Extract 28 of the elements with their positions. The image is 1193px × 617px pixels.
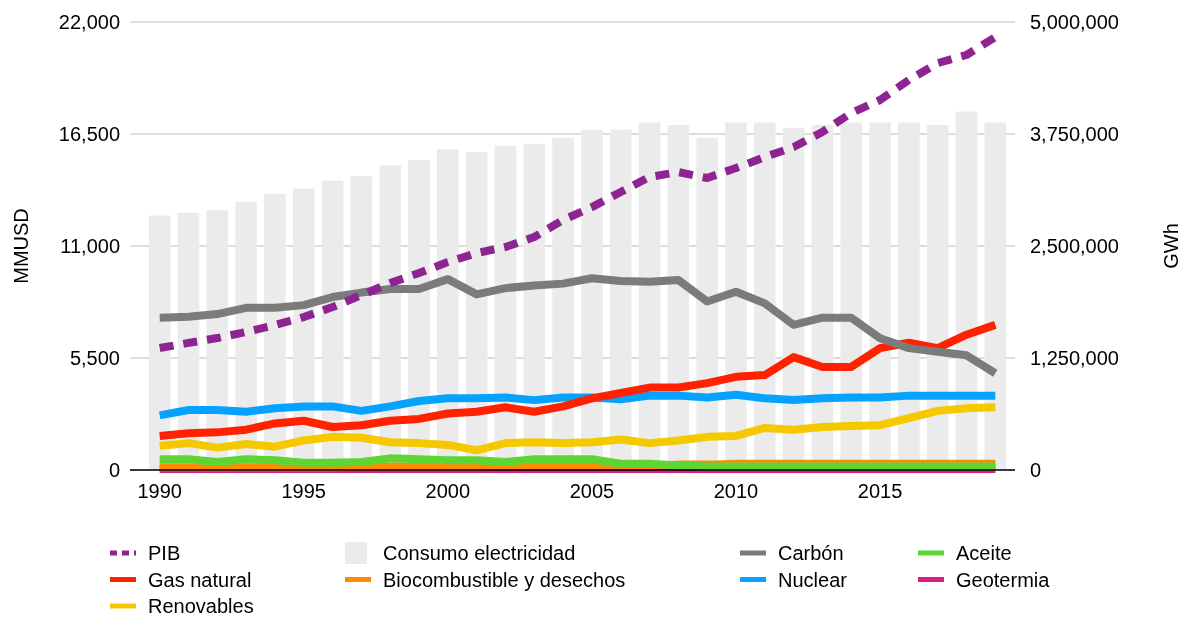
y-tick-label: 22,000 — [58, 11, 120, 33]
legend-label: Carbón — [778, 542, 844, 564]
legend-label: Nuclear — [778, 568, 848, 591]
y2-tick-label: 3,750,000 — [1030, 123, 1119, 145]
x-tick-label: 2005 — [569, 480, 615, 502]
y-tick-label: 5,500 — [69, 347, 120, 369]
x-tick-label: 2015 — [857, 480, 903, 502]
legend-label: Geotermia — [956, 568, 1051, 591]
legend-label: Gas natural — [148, 568, 252, 591]
x-tick-label: 2000 — [425, 480, 471, 502]
y-tick-label: 11,000 — [60, 235, 120, 257]
y2-tick-label: 5,000,000 — [1030, 11, 1119, 33]
y2-tick-label: 1,250,000 — [1030, 347, 1119, 369]
legend-label: Aceite — [956, 542, 1012, 564]
legend-label: Consumo electricidad — [383, 542, 576, 564]
y-tick-label: 0 — [108, 459, 120, 481]
x-tick-label: 1990 — [137, 480, 182, 502]
x-tick-label: 1995 — [281, 480, 327, 502]
bar — [984, 122, 1007, 470]
legend-label: Biocombustible y desechos — [383, 568, 626, 591]
legend-label: PIB — [148, 542, 181, 564]
y-tick-label: 16,500 — [58, 123, 120, 145]
y-axis-title: MMUSD — [10, 208, 32, 284]
legend-label: Renovables — [148, 595, 254, 617]
y2-axis-title: GWh — [1160, 223, 1182, 269]
y2-tick-label: 0 — [1030, 459, 1042, 481]
y2-tick-label: 2,500,000 — [1030, 235, 1119, 257]
x-tick-label: 2010 — [713, 480, 759, 502]
